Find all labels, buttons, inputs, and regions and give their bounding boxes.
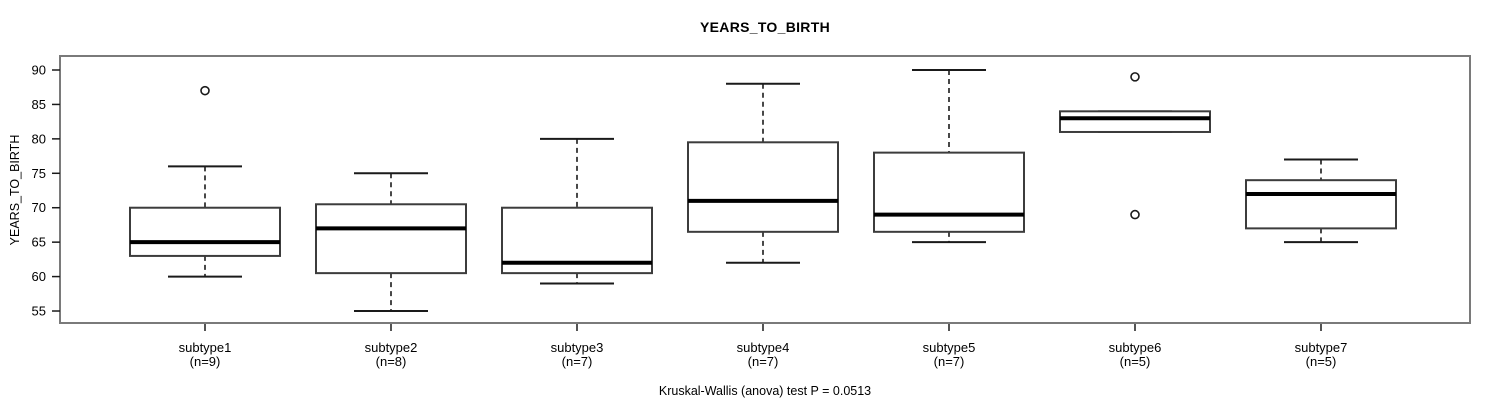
box-group-subtype5: subtype5(n=7) bbox=[873, 69, 1025, 369]
y-tick-label: 70 bbox=[32, 200, 46, 215]
iqr-box bbox=[315, 203, 467, 275]
x-category-label: subtype3 bbox=[551, 340, 604, 355]
box-group-subtype4: subtype4(n=7) bbox=[687, 82, 839, 369]
x-group-size-label: (n=7) bbox=[562, 354, 593, 369]
x-category-label: subtype2 bbox=[365, 340, 418, 355]
stat-test-caption: Kruskal-Wallis (anova) test P = 0.0513 bbox=[658, 384, 872, 398]
iqr-box bbox=[873, 151, 1025, 233]
x-category-label: subtype5 bbox=[923, 340, 976, 355]
x-group-size-label: (n=5) bbox=[1306, 354, 1337, 369]
y-tick-label: 65 bbox=[32, 235, 46, 250]
y-tick-label: 85 bbox=[32, 97, 46, 112]
x-group-size-label: (n=9) bbox=[190, 354, 221, 369]
outlier-point bbox=[1130, 72, 1140, 82]
y-tick-label: 55 bbox=[32, 304, 46, 319]
iqr-box bbox=[1059, 110, 1211, 133]
x-category-label: subtype1 bbox=[179, 340, 232, 355]
box-group-subtype2: subtype2(n=8) bbox=[315, 172, 467, 369]
chart-title: YEARS_TO_BIRTH bbox=[700, 19, 830, 35]
y-tick-label: 60 bbox=[32, 269, 46, 284]
box-group-subtype1: subtype1(n=9) bbox=[129, 85, 281, 369]
iqr-box bbox=[687, 141, 839, 233]
iqr-box bbox=[129, 206, 281, 257]
x-group-size-label: (n=5) bbox=[1120, 354, 1151, 369]
x-group-size-label: (n=7) bbox=[748, 354, 779, 369]
x-group-size-label: (n=8) bbox=[376, 354, 407, 369]
y-tick-label: 90 bbox=[32, 63, 46, 78]
iqr-box bbox=[1245, 179, 1397, 230]
x-category-label: subtype4 bbox=[737, 340, 790, 355]
plot-frame bbox=[59, 55, 1471, 324]
x-category-label: subtype7 bbox=[1295, 340, 1348, 355]
outlier-point bbox=[1130, 209, 1140, 220]
box-group-subtype6: subtype6(n=5) bbox=[1059, 72, 1211, 369]
box-group-subtype3: subtype3(n=7) bbox=[501, 137, 653, 369]
box-group-subtype7: subtype7(n=5) bbox=[1245, 158, 1397, 369]
y-tick-label: 75 bbox=[32, 166, 46, 181]
outlier-point bbox=[200, 85, 210, 96]
y-tick-label: 80 bbox=[32, 131, 46, 146]
x-category-label: subtype6 bbox=[1109, 340, 1162, 355]
x-group-size-label: (n=7) bbox=[934, 354, 965, 369]
